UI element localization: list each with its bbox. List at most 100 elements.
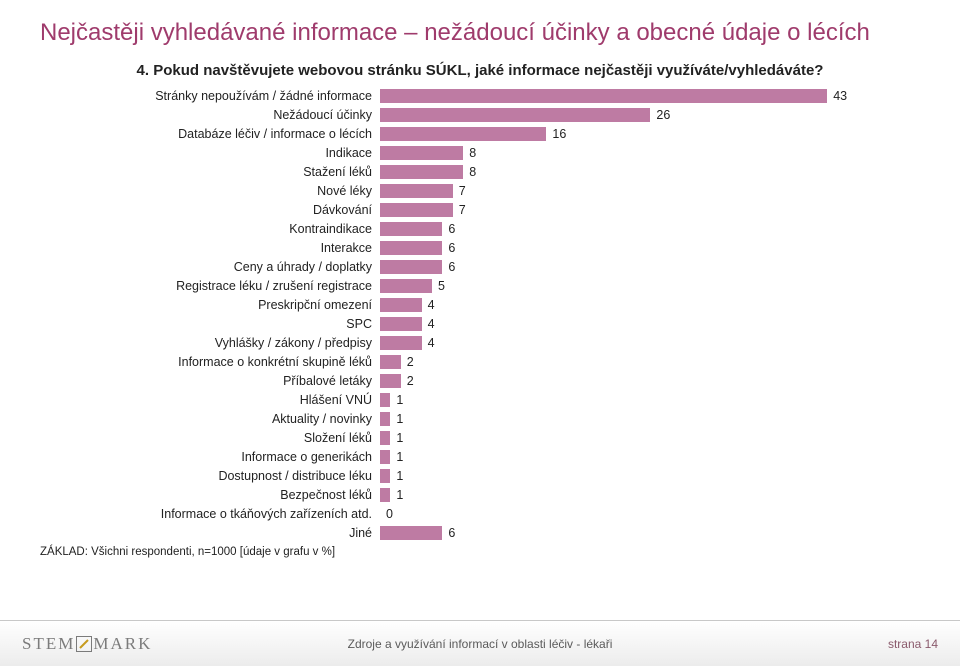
- logo: STEM MARK: [22, 634, 152, 654]
- bar-chart: Stránky nepoužívám / žádné informace 43 Ne…: [40, 87, 920, 542]
- chart-bar-track: 4: [380, 317, 920, 331]
- chart-row: Stránky nepoužívám / žádné informace 43: [40, 87, 920, 105]
- chart-bar: [380, 165, 463, 179]
- chart-row: Preskripční omezení 4: [40, 296, 920, 314]
- chart-row: Informace o generikách 1: [40, 448, 920, 466]
- chart-bar: [380, 184, 453, 198]
- chart-bar-value: 43: [827, 89, 847, 103]
- page-title: Nejčastěji vyhledávané informace – nežád…: [0, 0, 960, 48]
- chart-bar-value: 2: [401, 355, 414, 369]
- chart-row-label: Interakce: [40, 241, 380, 255]
- chart-row: Příbalové letáky2: [40, 372, 920, 390]
- chart-bar-track: 6: [380, 241, 920, 255]
- chart-row-label: Informace o tkáňových zařízeních atd.: [40, 507, 380, 521]
- base-note: ZÁKLAD: Všichni respondenti, n=1000 [úda…: [40, 546, 960, 558]
- chart-bar-track: 5: [380, 279, 920, 293]
- chart-row-label: Jiné: [40, 526, 380, 540]
- chart-bar-track: 2: [380, 374, 920, 388]
- chart-bar: [380, 393, 390, 407]
- chart-bar: [380, 146, 463, 160]
- chart-bar-track: 6: [380, 222, 920, 236]
- chart-bar: [380, 431, 390, 445]
- slide-page: Nejčastěji vyhledávané informace – nežád…: [0, 0, 960, 666]
- chart-row: Hlášení VNÚ 1: [40, 391, 920, 409]
- chart-row: Nežádoucí účinky 26: [40, 106, 920, 124]
- chart-bar-track: 4: [380, 336, 920, 350]
- chart-bar-value: 16: [546, 127, 566, 141]
- survey-question: 4. Pokud navštěvujete webovou stránku SÚ…: [0, 48, 960, 87]
- chart-bar: [380, 488, 390, 502]
- chart-row-label: SPC: [40, 317, 380, 331]
- chart-row-label: Ceny a úhrady / doplatky: [40, 260, 380, 274]
- chart-bar-value: 7: [453, 203, 466, 217]
- chart-row: SPC 4: [40, 315, 920, 333]
- chart-bar-track: 8: [380, 146, 920, 160]
- chart-row: Dostupnost / distribuce léku1: [40, 467, 920, 485]
- chart-row-label: Databáze léčiv / informace o lécích: [40, 127, 380, 141]
- chart-row-label: Nežádoucí účinky: [40, 108, 380, 122]
- chart-bar: [380, 260, 442, 274]
- chart-row: Bezpečnost léků 1: [40, 486, 920, 504]
- chart-row-label: Nové léky: [40, 184, 380, 198]
- footer-page-number: strana 14: [888, 637, 938, 651]
- chart-bar: [380, 412, 390, 426]
- chart-row: Informace o konkrétní skupině léků2: [40, 353, 920, 371]
- chart-row: Aktuality / novinky 1: [40, 410, 920, 428]
- chart-bar: [380, 317, 422, 331]
- chart-row-label: Bezpečnost léků: [40, 488, 380, 502]
- chart-bar-track: 1: [380, 431, 920, 445]
- chart-bar: [380, 469, 390, 483]
- chart-bar: [380, 298, 422, 312]
- chart-bar-value: 2: [401, 374, 414, 388]
- chart-bar-value: 4: [422, 317, 435, 331]
- chart-bar-value: 6: [442, 260, 455, 274]
- chart-bar-value: 6: [442, 241, 455, 255]
- chart-row-label: Dostupnost / distribuce léku: [40, 469, 380, 483]
- chart-bar: [380, 355, 401, 369]
- chart-bar-track: 1: [380, 488, 920, 502]
- chart-row: Vyhlášky / zákony / předpisy4: [40, 334, 920, 352]
- chart-bar-value: 4: [422, 298, 435, 312]
- chart-bar: [380, 450, 390, 464]
- chart-bar-value: 4: [422, 336, 435, 350]
- chart-row: Stažení léků8: [40, 163, 920, 181]
- chart-row: Dávkování 7: [40, 201, 920, 219]
- chart-row-label: Dávkování: [40, 203, 380, 217]
- logo-text-mark: MARK: [93, 634, 152, 654]
- chart-bar-value: 1: [390, 431, 403, 445]
- chart-row-label: Preskripční omezení: [40, 298, 380, 312]
- chart-row-label: Aktuality / novinky: [40, 412, 380, 426]
- chart-bar-track: 8: [380, 165, 920, 179]
- chart-bar-value: 1: [390, 488, 403, 502]
- chart-bar: [380, 526, 442, 540]
- chart-row-label: Stránky nepoužívám / žádné informace: [40, 89, 380, 103]
- chart-row: Kontraindikace6: [40, 220, 920, 238]
- chart-bar-track: 6: [380, 260, 920, 274]
- chart-row: Databáze léčiv / informace o lécích 16: [40, 125, 920, 143]
- chart-bar-value: 6: [442, 526, 455, 540]
- chart-bar-track: 0: [380, 507, 920, 521]
- chart-bar: [380, 241, 442, 255]
- chart-row-label: Registrace léku / zrušení registrace: [40, 279, 380, 293]
- chart-bar-value: 7: [453, 184, 466, 198]
- footer-source: Zdroje a využívání informací v oblasti l…: [348, 637, 613, 651]
- chart-bar-track: 2: [380, 355, 920, 369]
- chart-bar-value: 1: [390, 450, 403, 464]
- chart-bar-track: 1: [380, 393, 920, 407]
- chart-row: Jiné 6: [40, 524, 920, 542]
- chart-row-label: Kontraindikace: [40, 222, 380, 236]
- chart-bar: [380, 279, 432, 293]
- chart-bar-value: 1: [390, 393, 403, 407]
- chart-bar-value: 5: [432, 279, 445, 293]
- chart-bar: [380, 222, 442, 236]
- chart-bar-track: 1: [380, 412, 920, 426]
- chart-bar: [380, 89, 827, 103]
- chart-row-label: Informace o generikách: [40, 450, 380, 464]
- chart-bar: [380, 203, 453, 217]
- chart-bar-value: 1: [390, 412, 403, 426]
- chart-row-label: Hlášení VNÚ: [40, 393, 380, 407]
- chart-bar-track: 6: [380, 526, 920, 540]
- chart-bar-track: 7: [380, 184, 920, 198]
- chart-bar-value: 26: [650, 108, 670, 122]
- chart-bar-value: 8: [463, 146, 476, 160]
